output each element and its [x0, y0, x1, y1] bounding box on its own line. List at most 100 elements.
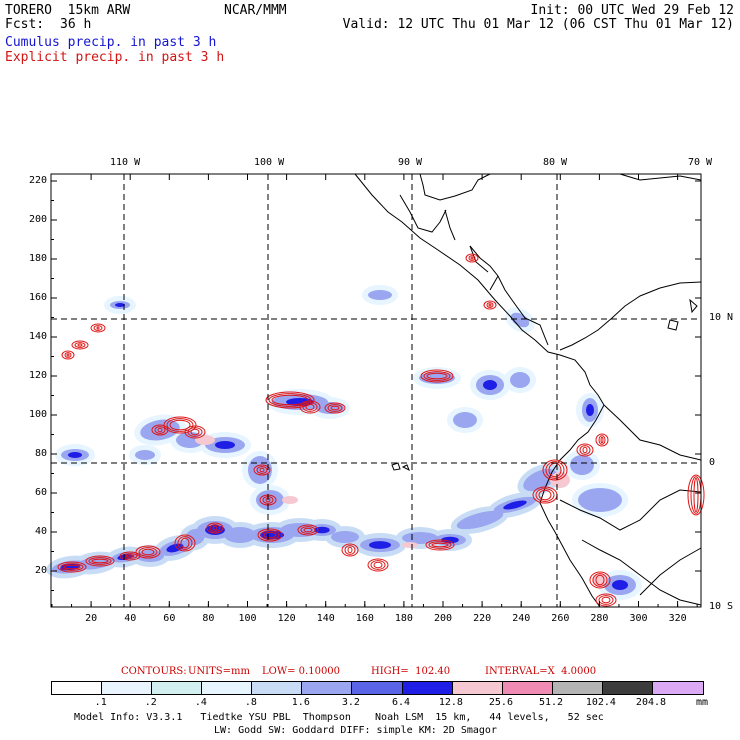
explicit-contour — [74, 342, 86, 348]
explicit-contour — [63, 564, 81, 570]
explicit-contour — [259, 467, 265, 473]
colorbar-swatch — [552, 682, 603, 694]
colorbar-swatch — [452, 682, 503, 694]
coast-segment — [391, 462, 401, 471]
explicit-contour — [154, 426, 166, 434]
cumulus-legend: Cumulus precip. in past 3 h — [5, 35, 217, 50]
explicit-contours — [57, 253, 705, 607]
colorbar-label: .8 — [244, 697, 257, 708]
explicit-contour — [212, 525, 218, 531]
model-title: TORERO 15km ARW — [5, 3, 131, 18]
explicit-contour — [85, 555, 115, 567]
explicit-contour — [370, 560, 386, 570]
colorbar-label: .4 — [194, 697, 207, 708]
coast-segment — [469, 245, 549, 346]
explicit-contour — [71, 340, 89, 350]
explicit-contour — [190, 428, 200, 436]
explicit-contour — [60, 563, 84, 571]
explicit-contour — [163, 416, 197, 434]
explicit-contour — [297, 524, 319, 536]
y-tick-label: 120 — [29, 370, 48, 381]
coast-segment — [401, 464, 410, 472]
explicit-contour — [582, 446, 588, 454]
colorbar-label: 25.6 — [488, 697, 513, 708]
precip-cell — [453, 412, 477, 428]
precip-cell — [523, 468, 557, 492]
colorbar-swatch — [502, 682, 553, 694]
explicit-contour — [271, 394, 309, 406]
precip-cell — [331, 531, 359, 543]
explicit-contour — [138, 547, 158, 557]
y-tick-label: 20 — [35, 565, 48, 576]
precip-cell — [578, 488, 622, 512]
colorbar-swatch — [402, 682, 453, 694]
explicit-contour — [486, 302, 494, 308]
colorbar-swatch — [352, 682, 403, 694]
precip-cell — [586, 404, 594, 416]
precip-cell — [456, 510, 504, 530]
explicit-contour — [535, 488, 555, 502]
explicit-contour — [263, 531, 277, 539]
explicit-contour — [330, 405, 340, 411]
precip-cell — [282, 496, 298, 504]
explicit-contour — [57, 561, 87, 573]
x-tick-label: 140 — [316, 613, 335, 624]
x-tick-label: 240 — [512, 613, 531, 624]
explicit-contour — [91, 558, 109, 564]
coast-segment — [619, 173, 702, 181]
precip-cell — [510, 372, 530, 388]
contours-low: LOW= 0.10000 — [262, 666, 341, 677]
coast-segment — [559, 489, 702, 531]
precip-cell — [402, 532, 438, 544]
explicit-contour — [687, 474, 705, 516]
explicit-contour — [426, 372, 448, 380]
x-tick-label: 260 — [551, 613, 570, 624]
precip-cell — [135, 450, 155, 460]
coastline — [354, 173, 702, 608]
coast-segment — [581, 539, 702, 606]
forecast-label: Fcst: — [5, 17, 45, 32]
explicit-contour — [598, 595, 614, 605]
explicit-contour — [367, 558, 389, 572]
explicit-contour — [265, 391, 315, 409]
y-tick-label: 140 — [29, 331, 48, 342]
x-tick-label: 180 — [394, 613, 413, 624]
model-info-line1: Model Info: V3.3.1 Tiedtke YSU PBL Thomp… — [74, 712, 604, 723]
lat-lon-grid — [51, 174, 701, 607]
explicit-contour — [693, 477, 699, 513]
x-tick-label: 160 — [355, 613, 374, 624]
colorbar-label: 51.2 — [538, 697, 564, 708]
x-tick-label: 220 — [473, 613, 492, 624]
explicit-contour — [180, 537, 190, 549]
axis-ticks — [51, 174, 701, 607]
x-tick-label: 60 — [163, 613, 176, 624]
explicit-contour — [347, 546, 353, 554]
lon-label-110w: 110 W — [110, 157, 141, 168]
y-tick-label: 180 — [29, 253, 48, 264]
explicit-contour — [206, 522, 224, 534]
explicit-contour — [601, 596, 611, 604]
coast-segment — [489, 275, 499, 291]
colorbar-swatch — [102, 682, 153, 694]
lon-label-70w: 70 W — [688, 157, 713, 168]
explicit-contour — [428, 541, 452, 549]
y-tick-label: 160 — [29, 292, 48, 303]
y-tick-label: 60 — [35, 487, 48, 498]
contours-units: UNITS=mm — [188, 666, 250, 677]
precip-cell — [612, 580, 628, 590]
contours-interval: INTERVAL=X 4.0000 — [485, 666, 597, 677]
lat-label-10s: 10 S — [709, 601, 734, 612]
explicit-contour — [344, 545, 356, 555]
colorbar-label: 12.8 — [438, 697, 463, 708]
precip-cell — [224, 527, 256, 543]
colorbar-swatch — [252, 682, 303, 694]
y-tick-label: 100 — [29, 409, 48, 420]
precip-cell — [503, 500, 527, 510]
explicit-contour — [88, 557, 112, 565]
explicit-contour — [184, 425, 206, 439]
explicit-contour — [61, 350, 75, 360]
y-tick-label: 40 — [35, 526, 48, 537]
explicit-contour — [122, 553, 138, 559]
explicit-contour — [327, 404, 343, 412]
map-frame — [50, 173, 702, 608]
